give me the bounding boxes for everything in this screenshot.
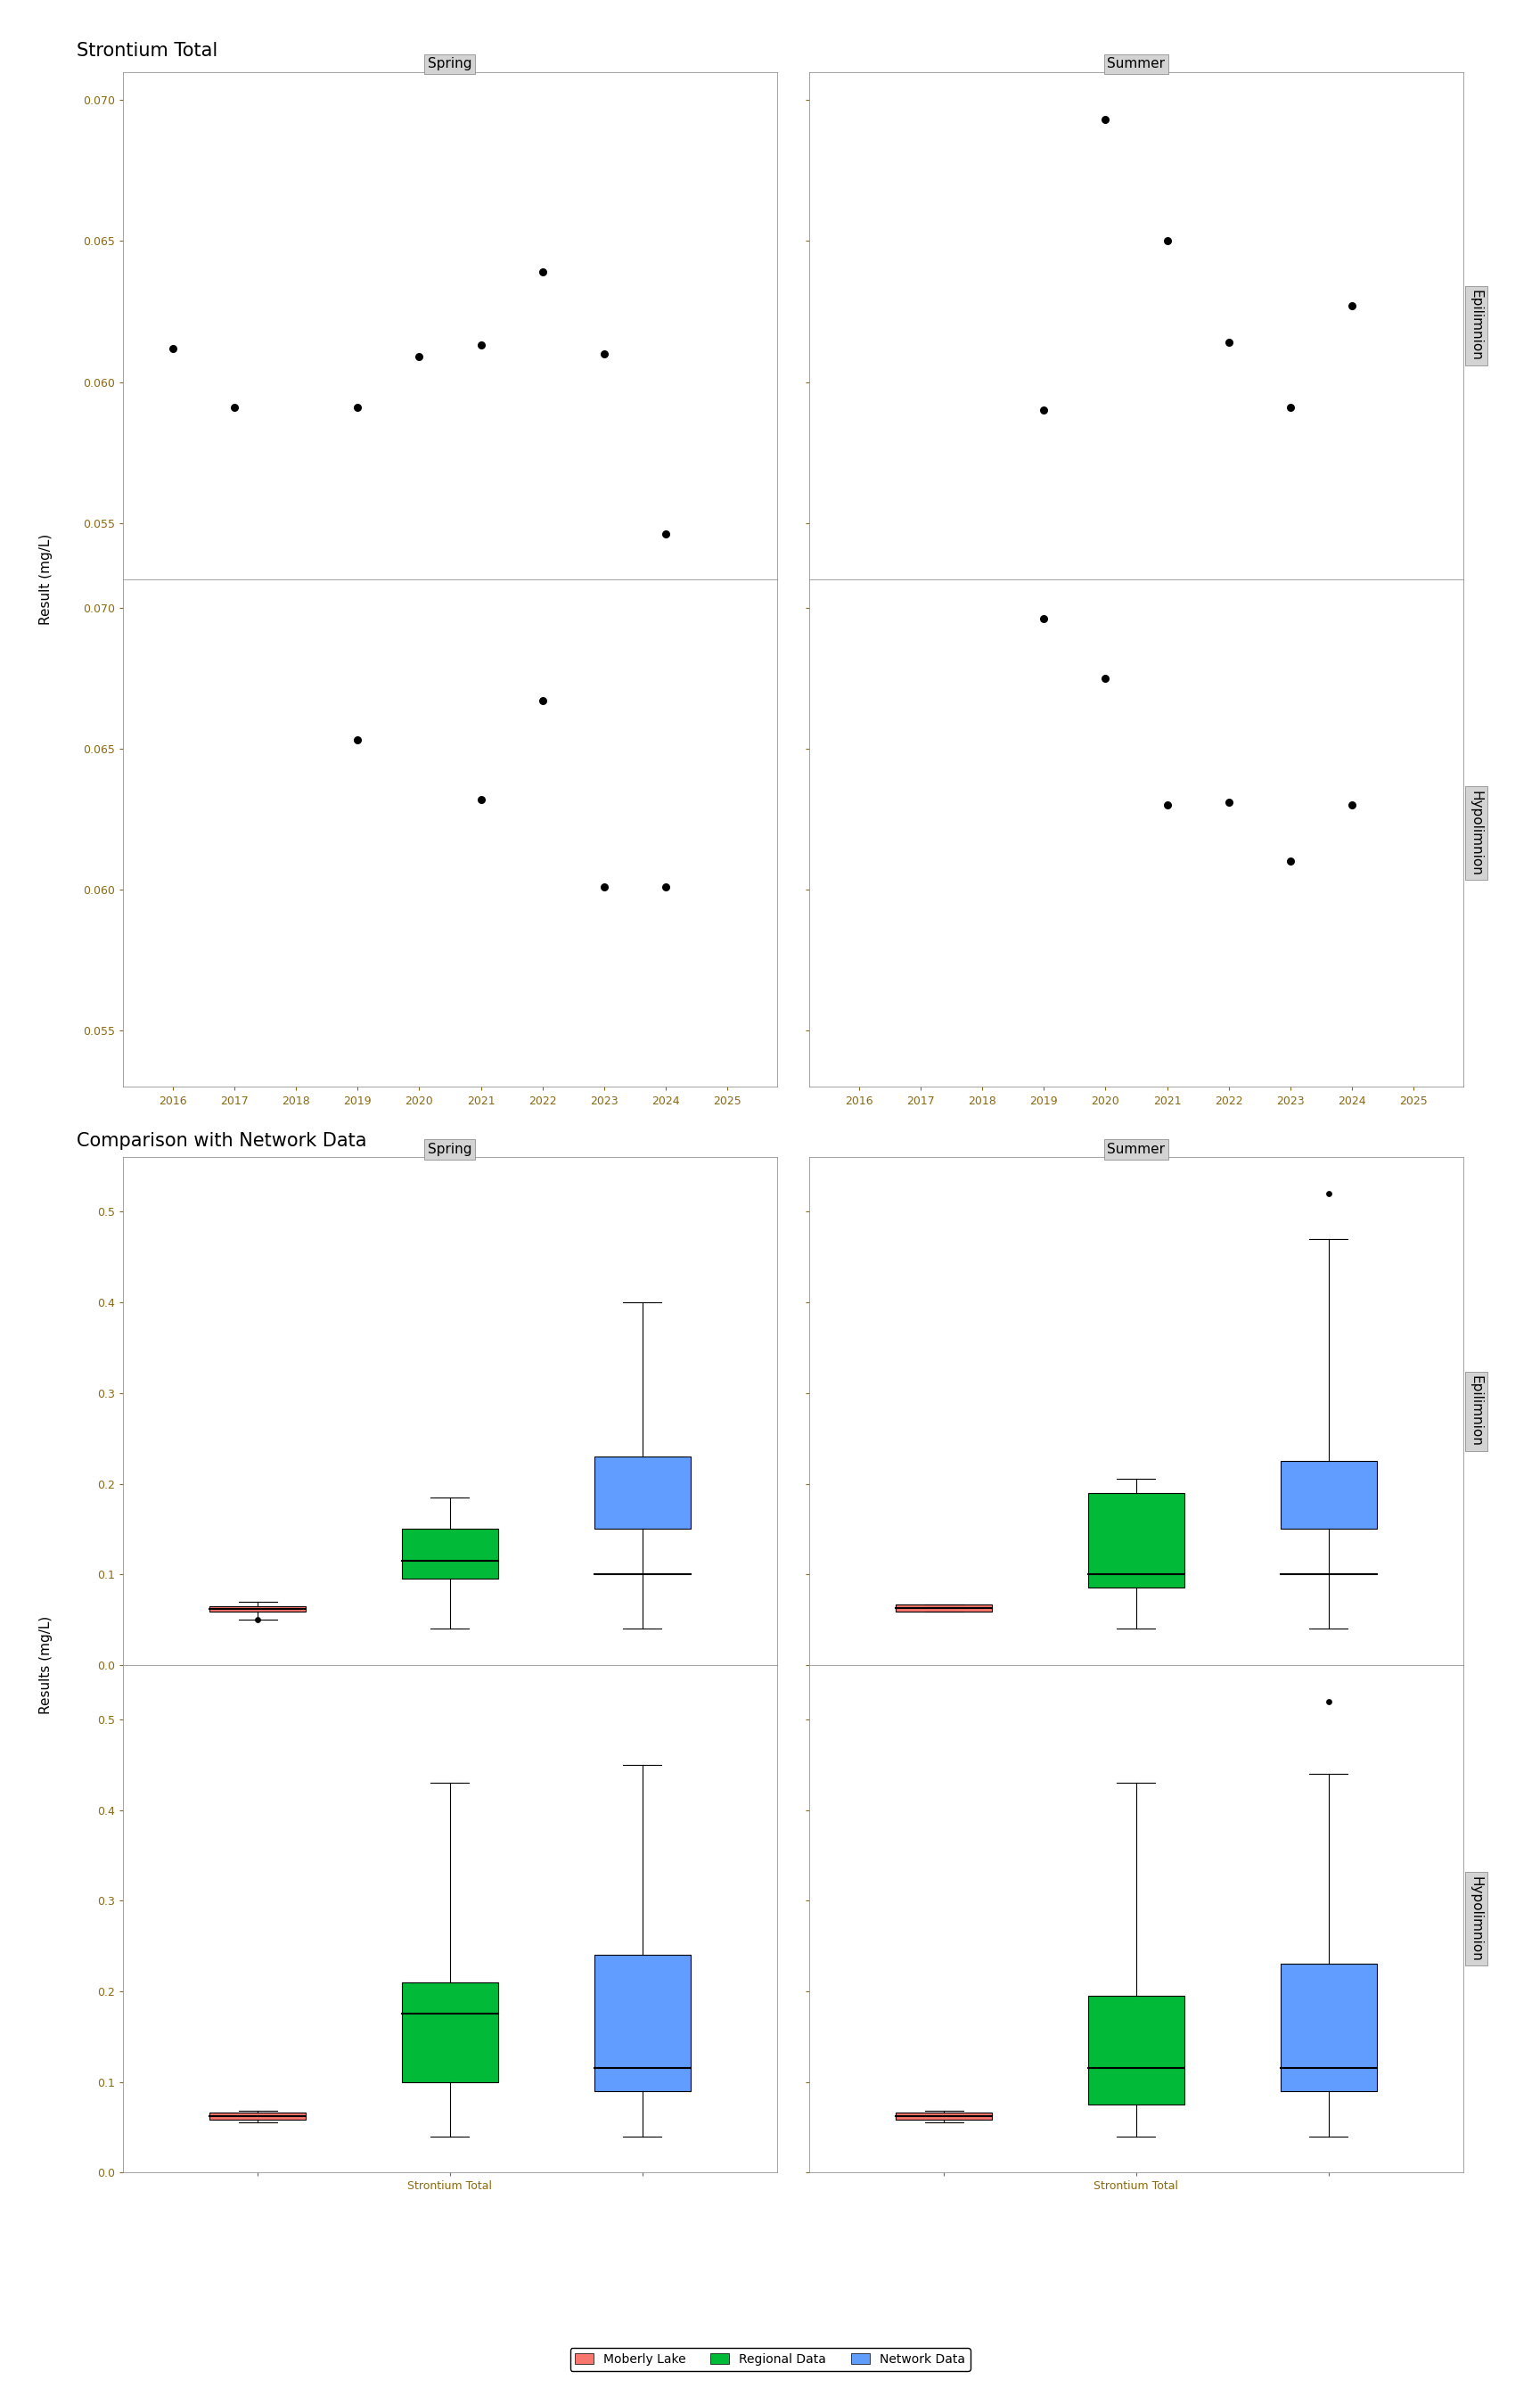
Title: Spring: Spring [428,58,473,72]
Bar [209,2113,306,2120]
Point [1032,599,1056,637]
Point [160,328,185,367]
Bar [1280,1462,1377,1529]
Text: Epilimnion: Epilimnion [1469,1375,1483,1447]
Title: Spring: Spring [428,1143,473,1157]
Point [653,515,678,553]
Point [1340,786,1364,824]
Point [222,388,246,426]
Point [1093,101,1118,139]
Point [345,721,370,760]
Point [1317,1174,1341,1212]
Bar [896,1605,992,1613]
Point [591,867,616,906]
Point [1093,659,1118,697]
Text: Hypolimnion: Hypolimnion [1469,1876,1483,1962]
Text: Results (mg/L): Results (mg/L) [40,1615,52,1713]
Point [468,326,493,364]
Bar [594,1457,690,1529]
Point [530,254,554,292]
Legend: Moberly Lake, Regional Data, Network Data: Moberly Lake, Regional Data, Network Dat… [570,2348,970,2370]
Title: Summer: Summer [1107,58,1166,72]
Bar [896,2113,992,2120]
Point [407,338,431,376]
Bar [1280,1965,1377,2092]
Point [1278,843,1303,882]
Point [1217,783,1241,822]
Bar [209,1605,306,1613]
Point [1278,388,1303,426]
Point [245,1601,270,1639]
Point [1217,323,1241,362]
Title: Summer: Summer [1107,1143,1166,1157]
Bar [402,1529,497,1579]
Text: Result (mg/L): Result (mg/L) [40,534,52,625]
Point [345,388,370,426]
Point [530,680,554,719]
Point [1317,1682,1341,1720]
Text: Strontium Total: Strontium Total [77,43,219,60]
Bar [1089,1493,1184,1589]
Text: Hypolimnion: Hypolimnion [1469,791,1483,877]
Bar [402,1981,497,2082]
Bar [594,1955,690,2092]
Point [1155,786,1180,824]
Text: Comparison with Network Data: Comparison with Network Data [77,1133,367,1150]
Bar [1089,1996,1184,2104]
Point [1340,288,1364,326]
Point [468,781,493,819]
Point [1032,391,1056,429]
Point [591,335,616,374]
Point [653,867,678,906]
Point [1155,223,1180,261]
Text: Epilimnion: Epilimnion [1469,290,1483,362]
